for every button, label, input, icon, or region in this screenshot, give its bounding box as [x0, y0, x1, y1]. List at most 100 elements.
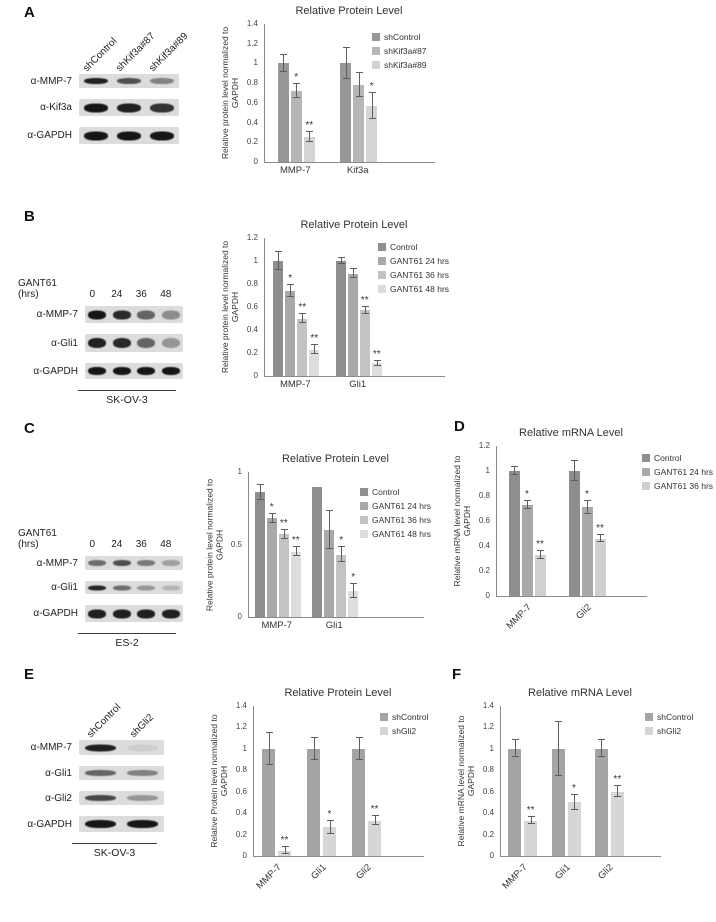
- legend-entry: GANT61 48 hrs: [360, 529, 431, 539]
- error-bar-cap: [355, 72, 363, 74]
- antibody-label: α-MMP-7: [36, 557, 78, 569]
- legend-swatch: [380, 713, 388, 721]
- error-bar-cap: [597, 533, 604, 535]
- error-bar-cap: [299, 312, 307, 314]
- error-bar-cap: [598, 739, 606, 741]
- significance-marker: **: [372, 349, 381, 361]
- y-tick-label: 0: [485, 591, 490, 600]
- legend-swatch: [642, 482, 650, 490]
- error-bar: [259, 485, 261, 500]
- legend-entry: shControl: [372, 32, 427, 42]
- blot-strip: [79, 816, 164, 832]
- lane-header: GANT61 (hrs) 0 24 36 48: [16, 278, 183, 300]
- error-bar: [514, 740, 516, 758]
- error-bar: [558, 722, 559, 776]
- error-bar-cap: [337, 263, 345, 265]
- y-tick-label: 0.2: [246, 137, 258, 147]
- significance-marker: *: [294, 72, 299, 84]
- error-bar-cap: [555, 721, 562, 723]
- bar: [508, 471, 520, 596]
- protein-band: [127, 820, 159, 828]
- error-bar-cap: [511, 466, 518, 468]
- bar-chart-panel-b: Relative Protein Level Relative protein l…: [218, 216, 554, 410]
- error-bar-cap: [342, 78, 350, 80]
- y-tick-label: 0.8: [246, 279, 258, 288]
- y-tick-label: 0.4: [246, 117, 258, 127]
- legend-entry-label: GANT61 48 hrs: [372, 529, 432, 539]
- error-bar-cap: [524, 500, 531, 501]
- error-bar: [295, 547, 297, 557]
- x-tick-label: MMP-7: [253, 862, 284, 892]
- x-tick-label: MMP-7: [279, 379, 311, 390]
- legend-entry: shControl: [380, 712, 428, 722]
- bar: [340, 63, 352, 162]
- bar: [353, 85, 365, 162]
- protein-band: [84, 770, 116, 776]
- blot-row: α-MMP-7: [14, 740, 164, 755]
- error-bar: [353, 583, 355, 599]
- legend-swatch: [372, 61, 380, 69]
- blot-row: α-GAPDH: [14, 127, 179, 144]
- blot-row: α-Kif3a: [14, 99, 179, 116]
- error-bar-cap: [368, 92, 376, 93]
- error-bar: [371, 93, 373, 119]
- bar: [273, 261, 284, 376]
- y-tick-label: 0.4: [246, 325, 258, 334]
- plot-area-outer: 0 0.2 0.4 0.6 0.8 1 1.2 1.4 * ** * MMP-7 Kif3a shCont…: [244, 19, 544, 196]
- error-bar-cap: [338, 546, 346, 548]
- panel-label-e: E: [24, 666, 35, 683]
- error-bar: [268, 732, 270, 765]
- protein-band: [161, 609, 180, 618]
- bar: [278, 534, 289, 617]
- legend: shControl shGli2: [645, 712, 693, 740]
- error-bar: [314, 344, 316, 355]
- legend-entry: GANT61 36 hrs: [642, 481, 713, 491]
- legend: shControl shKif3a#87 shKif3a#89: [372, 32, 427, 74]
- error-bar: [574, 794, 575, 810]
- error-bar: [352, 269, 354, 279]
- antibody-label: α-Gli2: [45, 792, 72, 804]
- y-tick-label: 0.8: [246, 78, 258, 88]
- significance-marker: **: [291, 535, 300, 547]
- bar: [323, 827, 336, 856]
- chart-main: Relative mRNA level normalized to GAPDH 0…: [450, 441, 716, 631]
- cell-line-label: SK-OV-3: [72, 843, 157, 859]
- legend-entry-label: GANT61 24 hrs: [372, 501, 432, 511]
- error-bar: [617, 786, 619, 798]
- error-bar: [290, 285, 292, 297]
- error-bar: [587, 501, 588, 514]
- protein-band: [84, 820, 116, 828]
- bar: [524, 820, 538, 856]
- y-tick-label: 1.2: [235, 722, 247, 732]
- error-bar: [358, 738, 360, 760]
- western-blot-panel-a: shControl shKif3a#87 shKif3a#89 α-MMP-7 α-Ki…: [14, 12, 191, 155]
- significance-marker: *: [327, 808, 332, 820]
- legend-entry-label: Control: [390, 242, 418, 252]
- y-tick-label: 1.2: [246, 233, 258, 242]
- plot-area-outer: 0 0.2 0.4 0.6 0.8 1 1.2 1.4 ** * ** MMP-7 Gli1 Gli2 sh…: [480, 701, 716, 891]
- protein-band: [161, 585, 180, 590]
- blot-strip: [79, 791, 164, 805]
- error-bar-cap: [555, 774, 562, 776]
- error-bar: [530, 817, 532, 824]
- error-bar: [364, 307, 366, 314]
- bar-chart-panel-f: Relative mRNA Level Relative mRNA level n…: [454, 684, 716, 891]
- antibody-label: α-GAPDH: [33, 365, 78, 377]
- panel-label-b: B: [24, 208, 35, 225]
- x-tick-label: MMP-7: [279, 165, 311, 176]
- bar: [348, 590, 359, 617]
- y-axis-label: Relative protein level normalized to GAP…: [204, 478, 225, 611]
- error-bar-cap: [342, 46, 350, 48]
- panel-label-a: A: [24, 4, 35, 21]
- antibody-label: α-MMP-7: [30, 75, 72, 87]
- legend-entry: shControl: [645, 712, 693, 722]
- blot-row: α-Gli2: [14, 791, 164, 805]
- protein-band: [137, 367, 156, 375]
- error-bar: [309, 132, 311, 143]
- error-bar-cap: [310, 737, 318, 739]
- legend: Control GANT61 24 hrs GANT61 36 hrs: [642, 453, 713, 495]
- chart-main: Relative protein level normalized to GAP…: [218, 233, 554, 410]
- legend-entry-label: shControl: [384, 32, 421, 42]
- bar: [567, 802, 581, 856]
- blot-strip: [79, 99, 179, 116]
